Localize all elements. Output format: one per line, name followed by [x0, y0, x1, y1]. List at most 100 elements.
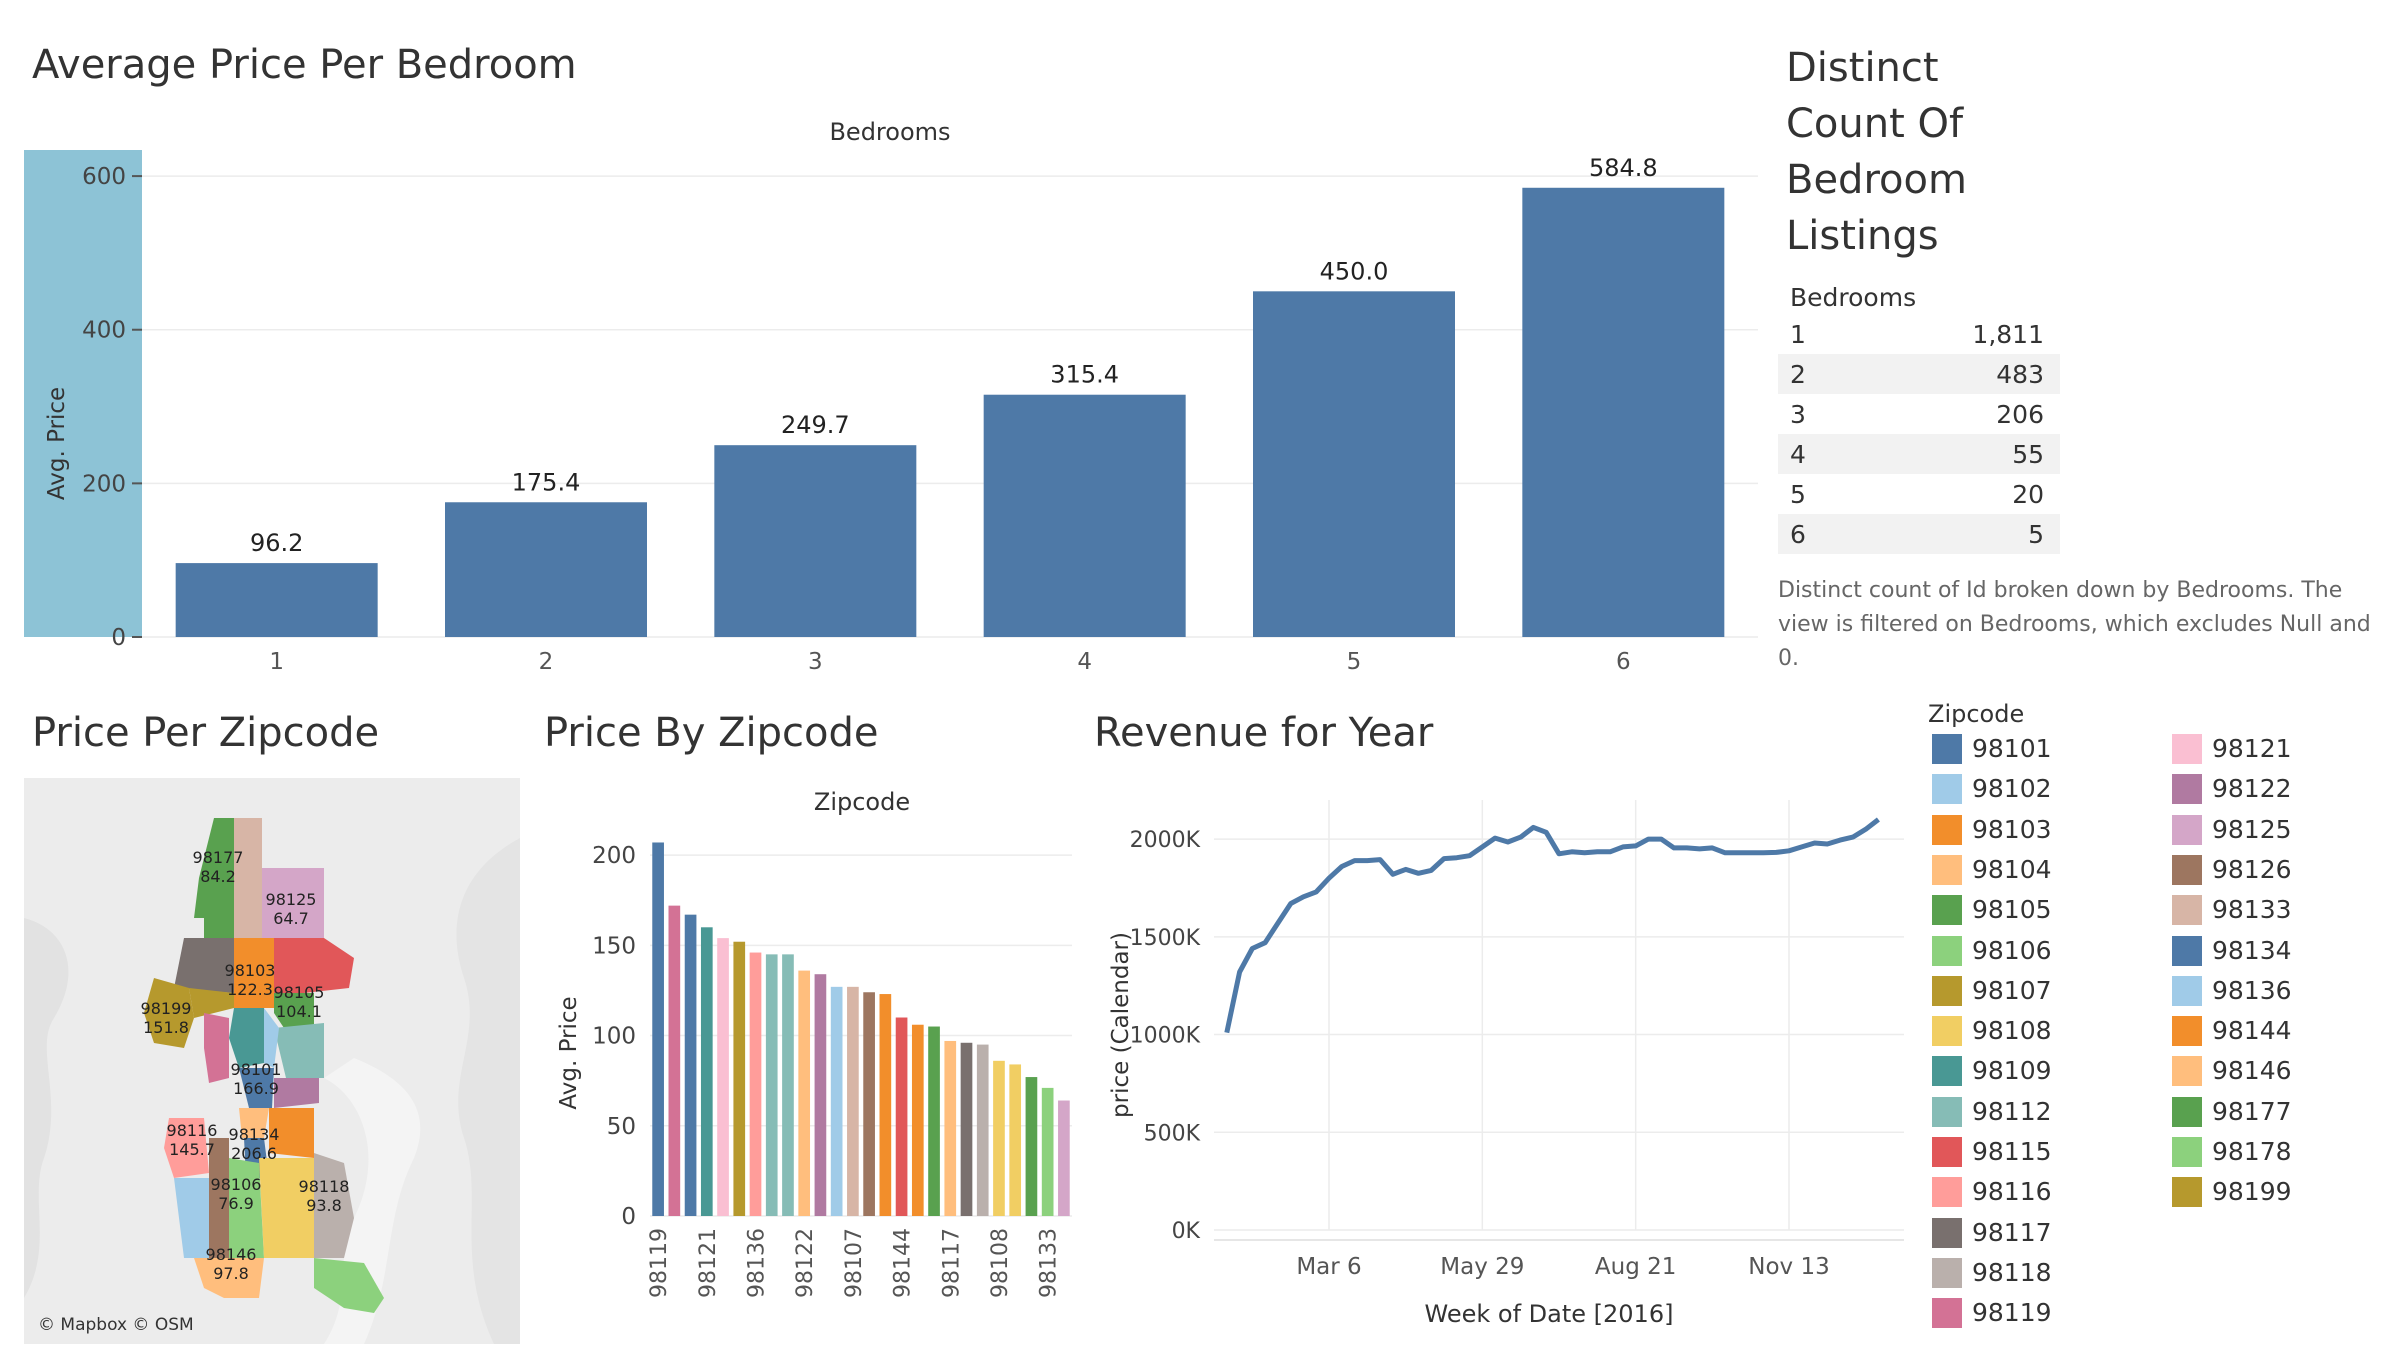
- zip-region-98133-area[interactable]: [234, 818, 262, 938]
- map-attribution: © Mapbox © OSM: [38, 1315, 194, 1335]
- zip-region-98112[interactable]: [274, 1023, 324, 1078]
- zip-region-98103[interactable]: [234, 938, 274, 1008]
- bar: [1041, 1087, 1054, 1216]
- legend-swatch: [2172, 734, 2202, 764]
- x-tick-label: 5: [1347, 649, 1362, 675]
- data-label: 315.4: [1050, 361, 1119, 389]
- zip-region-98106[interactable]: [229, 1158, 264, 1258]
- bar: [928, 1026, 940, 1216]
- legend-swatch: [1932, 1016, 1962, 1047]
- zip-region-98122[interactable]: [274, 1078, 319, 1108]
- legend-swatch: [1932, 814, 1962, 845]
- zip-region-98136[interactable]: [174, 1178, 209, 1258]
- zip-region-98116[interactable]: [164, 1118, 209, 1178]
- bar: [714, 445, 917, 637]
- table-cell-bedrooms: 3: [1790, 400, 1806, 429]
- legend-swatch: [1932, 1056, 1962, 1087]
- bar: [1522, 187, 1725, 637]
- x-tick-label: 98133: [1037, 1228, 1062, 1298]
- legend-swatch: [2172, 854, 2202, 885]
- x-tick-label: 4: [1077, 649, 1092, 675]
- bar: [830, 986, 843, 1216]
- map-water: [24, 918, 69, 1298]
- legend-label: 98126: [2212, 854, 2292, 884]
- zip-region-98118[interactable]: [314, 1153, 354, 1258]
- table-caption-line: Distinct count of Id broken down by Bedr…: [1778, 578, 2343, 603]
- legend-label: 98101: [1972, 734, 2052, 763]
- table-cell-bedrooms: 5: [1790, 480, 1806, 509]
- zip-region-98104[interactable]: [239, 1108, 269, 1138]
- legend-label: 98109: [1972, 1056, 2052, 1086]
- legend-swatch: [1932, 854, 1962, 885]
- legend-label: 98103: [1972, 814, 2052, 844]
- legend-label: 98177: [2212, 1096, 2292, 1126]
- zip-region-98125[interactable]: [262, 868, 324, 938]
- legend-label: 98107: [1972, 975, 2052, 1005]
- x-tick-label: 6: [1616, 649, 1631, 675]
- zip-region-98119[interactable]: [204, 1013, 229, 1083]
- y-axis-band: [24, 150, 142, 637]
- legend-swatch: [2172, 1096, 2202, 1127]
- legend-label: 98102: [1972, 774, 2052, 804]
- data-label: 584.8: [1589, 154, 1658, 182]
- zip-region-98199[interactable]: [144, 978, 194, 1048]
- map-label-zip: 98177: [193, 848, 244, 867]
- zip-region-98177[interactable]: [194, 818, 234, 938]
- zip-region-98102[interactable]: [264, 1008, 279, 1068]
- legend-label: 98117: [1972, 1217, 2052, 1247]
- legend-swatch: [1932, 734, 1962, 764]
- x-tick-label: 98107: [842, 1228, 867, 1298]
- y-tick-label: 0: [111, 625, 126, 651]
- map-label-value: 97.8: [213, 1264, 249, 1283]
- table-row: 1 1,811: [1778, 314, 2060, 354]
- table-row: 2 483: [1778, 354, 2060, 394]
- table-cell-bedrooms: 6: [1790, 520, 1806, 549]
- bar: [765, 954, 778, 1216]
- bar: [895, 1017, 908, 1216]
- bar: [175, 563, 378, 637]
- zip-region-98115[interactable]: [274, 938, 354, 993]
- table-cell-count: 1,811: [1972, 320, 2044, 349]
- price-by-zipcode-chart: Zipcode 0 50 100 150 200 Avg. Price 98119 98121 9…: [556, 788, 1072, 1298]
- y-tick-label: 600: [82, 164, 126, 190]
- zip-region-98146[interactable]: [194, 1258, 264, 1298]
- revenue-chart: 0K 500K 1000K 1500K 2000K Mar 6 May 29 Aug 21 No…: [1108, 800, 1904, 1328]
- x-tick-label: 1: [269, 649, 284, 675]
- bar: [717, 938, 729, 1216]
- legend-label: 98122: [2212, 774, 2292, 804]
- price-by-zipcode-title: Price By Zipcode: [544, 710, 879, 756]
- zip-region-98126[interactable]: [209, 1138, 229, 1258]
- bar: [879, 994, 892, 1216]
- y-tick-label: 200: [82, 471, 126, 497]
- zip-region-98101[interactable]: [239, 1068, 274, 1108]
- zip-region-98107[interactable]: [189, 988, 234, 1018]
- zip-region-98105[interactable]: [274, 993, 314, 1028]
- distinct-count-title: Distinct Count Of Bedroom Listings: [1786, 40, 1967, 264]
- legend-label: 98125: [2212, 814, 2292, 844]
- x-tick-label: 2: [539, 649, 554, 675]
- x-axis-label: Week of Date [2016]: [1425, 1300, 1674, 1328]
- x-tick-label: 98121: [696, 1228, 721, 1298]
- map-label-value: 145.7: [169, 1140, 215, 1159]
- zip-region-98109[interactable]: [229, 1008, 264, 1068]
- zip-region-98108[interactable]: [259, 1158, 314, 1258]
- y-tick-label: 2000K: [1130, 828, 1201, 853]
- y-tick-label: 150: [592, 933, 636, 959]
- legend-label: 98116: [1972, 1177, 2052, 1207]
- bar: [944, 1040, 957, 1216]
- legend-label: 98106: [1972, 935, 2052, 965]
- data-label: 175.4: [512, 468, 581, 496]
- map-label-value: 84.2: [200, 867, 236, 886]
- table-row: 3 206: [1778, 394, 2060, 434]
- legend-label: 98134: [2212, 935, 2292, 965]
- legend-swatch: [1932, 935, 1962, 966]
- zip-region-98117[interactable]: [174, 938, 234, 993]
- bar: [668, 905, 681, 1216]
- zip-region-98144[interactable]: [269, 1108, 314, 1158]
- legend-swatch: [2172, 1137, 2202, 1167]
- x-tick-label: May 29: [1440, 1254, 1524, 1280]
- table-cell-count: 5: [2028, 520, 2044, 549]
- zip-region-98178[interactable]: [314, 1258, 384, 1313]
